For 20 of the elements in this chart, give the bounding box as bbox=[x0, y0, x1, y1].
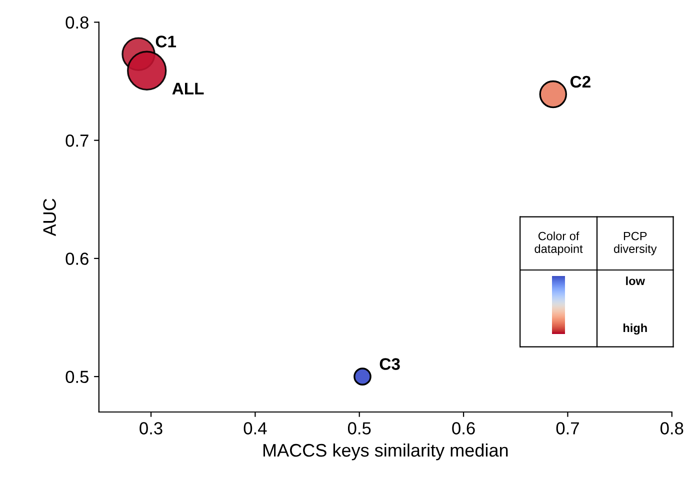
annotation: ALL bbox=[172, 82, 204, 94]
y-tick-label: 0.7 bbox=[66, 134, 88, 147]
annotation: PCP diversity bbox=[614, 232, 657, 256]
annotation: C3 bbox=[380, 358, 400, 370]
annotation: low bbox=[626, 276, 645, 286]
x-tick-label: 0.5 bbox=[348, 422, 371, 434]
annotation: C1 bbox=[156, 36, 176, 48]
x-tick-label: 0.3 bbox=[140, 422, 162, 434]
y-tick-label: 0.5 bbox=[66, 370, 88, 384]
x-tick-label: 0.7 bbox=[556, 422, 579, 434]
y-axis-title: AUC bbox=[43, 198, 56, 236]
annotation: Color of datapoint bbox=[534, 232, 583, 256]
x-tick-label: 0.4 bbox=[244, 422, 267, 434]
annotation: C2 bbox=[570, 76, 590, 88]
y-tick-label: 0.6 bbox=[66, 252, 88, 265]
x-tick-label: 0.8 bbox=[660, 422, 684, 434]
annotation: high bbox=[624, 323, 647, 335]
y-tick-label: 0.8 bbox=[66, 16, 88, 29]
x-tick-label: 0.6 bbox=[452, 422, 475, 434]
x-axis-title: MACCS keys similarity median bbox=[263, 443, 508, 460]
